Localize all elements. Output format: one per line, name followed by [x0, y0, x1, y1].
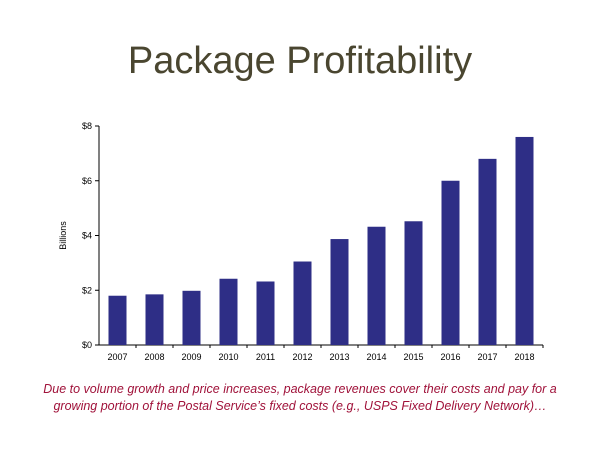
ticks: $0 $2 $4 $6 $8 2007 2008 2009 2010 2011 2012 2013 20…: [82, 121, 544, 362]
chart-title: Package Profitability: [127, 40, 473, 82]
x-tick-label: 2017: [477, 352, 497, 362]
x-tick-label: 2011: [256, 352, 275, 362]
x-tick-label: 2008: [144, 352, 164, 362]
y-tick-label: $4: [82, 231, 92, 241]
x-tick-label: 2007: [107, 352, 127, 362]
x-tick-label: 2009: [181, 352, 201, 362]
bar-2010: [219, 278, 238, 345]
bar-2016: [441, 180, 460, 345]
bar-2015: [404, 221, 423, 345]
x-tick-label: 2015: [403, 352, 423, 362]
axes: [98, 126, 543, 346]
x-tick-label: 2012: [292, 352, 312, 362]
bar-2014: [367, 226, 386, 345]
x-tick-label: 2018: [514, 352, 534, 362]
y-axis-label: Billions: [58, 221, 68, 250]
bar-2012: [293, 261, 312, 345]
bars: [108, 136, 534, 345]
y-tick-label: $0: [82, 340, 92, 350]
bar-2013: [330, 239, 349, 345]
caption-text: Due to volume growth and price increases…: [43, 382, 557, 413]
bar-2017: [478, 158, 497, 345]
y-tick-label: $8: [82, 121, 92, 131]
y-tick-label: $2: [82, 285, 92, 295]
bar-2007: [108, 295, 127, 345]
y-tick-label: $6: [82, 176, 92, 186]
bar-2011: [256, 281, 275, 345]
x-tick-label: 2014: [366, 352, 386, 362]
x-tick-label: 2010: [218, 352, 238, 362]
x-tick-label: 2016: [440, 352, 460, 362]
x-tick-label: 2013: [329, 352, 349, 362]
bar-2008: [145, 294, 164, 345]
bar-2009: [182, 290, 201, 345]
bar-2018: [515, 136, 534, 345]
